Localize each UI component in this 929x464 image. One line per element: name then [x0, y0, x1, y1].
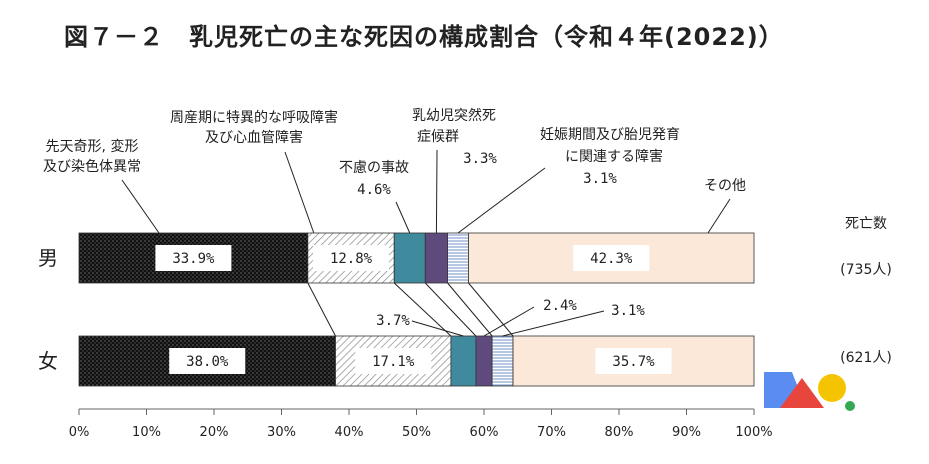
- x-tick-label: 100%: [735, 425, 772, 440]
- value-label: 2.4%: [543, 298, 577, 314]
- value-label: 3.1%: [583, 171, 617, 187]
- series-label: 及び染色体異常: [43, 158, 141, 175]
- series-label: 症候群: [417, 129, 459, 145]
- leader-line: [483, 306, 535, 337]
- category-label: 男: [38, 246, 58, 270]
- boundary-connector: [393, 282, 452, 337]
- bar-segment: [450, 335, 477, 387]
- x-tick-label: 60%: [470, 425, 499, 440]
- x-tick-label: 30%: [267, 425, 296, 440]
- boundary-connector: [424, 282, 477, 337]
- x-tick-label: 70%: [537, 425, 566, 440]
- x-tick-label: 0%: [69, 425, 90, 440]
- leader-line: [707, 198, 731, 234]
- value-label-box: [155, 245, 232, 271]
- leader-line: [457, 167, 546, 234]
- bars: [78, 232, 755, 387]
- bar-segment: [335, 335, 452, 387]
- x-tick-label: 90%: [672, 425, 701, 440]
- value-label: 4.6%: [357, 182, 391, 198]
- value-label-box: [573, 245, 650, 271]
- value-label: 35.7%: [612, 354, 655, 370]
- value-label: 38.0%: [186, 354, 229, 370]
- series-label: 妊娠期間及び胎児発育: [540, 127, 680, 143]
- count-value: (735人): [840, 262, 892, 278]
- boundary-connector: [307, 282, 336, 337]
- series-label: に関連する障害: [565, 149, 663, 165]
- bar-segment: [424, 232, 448, 284]
- series-label: その他: [704, 178, 746, 194]
- leader-line: [121, 179, 160, 234]
- connector-lines: [307, 282, 514, 337]
- leader-line: [395, 201, 411, 234]
- x-axis: 0% 10% 20% 30% 40% 50% 60% 70% 80% 90% 100%: [69, 408, 773, 440]
- value-label: 12.8%: [330, 251, 373, 267]
- value-label: 3.1%: [611, 303, 645, 319]
- leader-line: [411, 320, 464, 337]
- bar-segment: [447, 232, 469, 284]
- value-label: 17.1%: [372, 354, 415, 370]
- series-label: 及び心血管障害: [205, 130, 303, 146]
- series-label: 不慮の事故: [339, 160, 409, 176]
- x-tick-label: 50%: [402, 425, 431, 440]
- value-label: 33.9%: [172, 251, 215, 267]
- value-label: 42.3%: [590, 251, 633, 267]
- bar-segment: [393, 232, 426, 284]
- x-tick-label: 40%: [335, 425, 364, 440]
- value-label-box: [169, 348, 246, 374]
- value-label-box: [595, 348, 672, 374]
- watermark-logo-icon: [764, 372, 855, 411]
- bar-segment: [491, 335, 514, 387]
- boundary-connector: [447, 282, 493, 337]
- counts-header: 死亡数: [845, 216, 887, 232]
- count-value: (621人): [840, 350, 892, 366]
- leader-line: [435, 149, 438, 234]
- series-label: 先天奇形, 変形: [46, 138, 139, 155]
- leader-line: [284, 151, 315, 234]
- value-label-box: [313, 245, 390, 271]
- value-label-box: [355, 348, 432, 374]
- x-tick-label: 80%: [605, 425, 634, 440]
- labels: 男女 33.9% 38.0% 12.8% 17.1% 42.3% 35.7% 先天奇形, 変形…: [38, 107, 892, 374]
- x-tick-label: 10%: [132, 425, 161, 440]
- category-label: 女: [38, 349, 58, 373]
- chart-title: 図７－２ 乳児死亡の主な死因の構成割合（令和４年(2022)）: [64, 23, 784, 51]
- x-tick-label: 20%: [200, 425, 229, 440]
- series-label: 乳幼児突然死: [412, 107, 496, 124]
- bar-segment: [475, 335, 493, 387]
- series-label: 周産期に特異的な呼吸障害: [170, 110, 338, 126]
- leader-line: [502, 310, 605, 337]
- boundary-connector: [468, 282, 514, 337]
- value-label: 3.7%: [376, 313, 410, 329]
- value-label: 3.3%: [463, 151, 497, 167]
